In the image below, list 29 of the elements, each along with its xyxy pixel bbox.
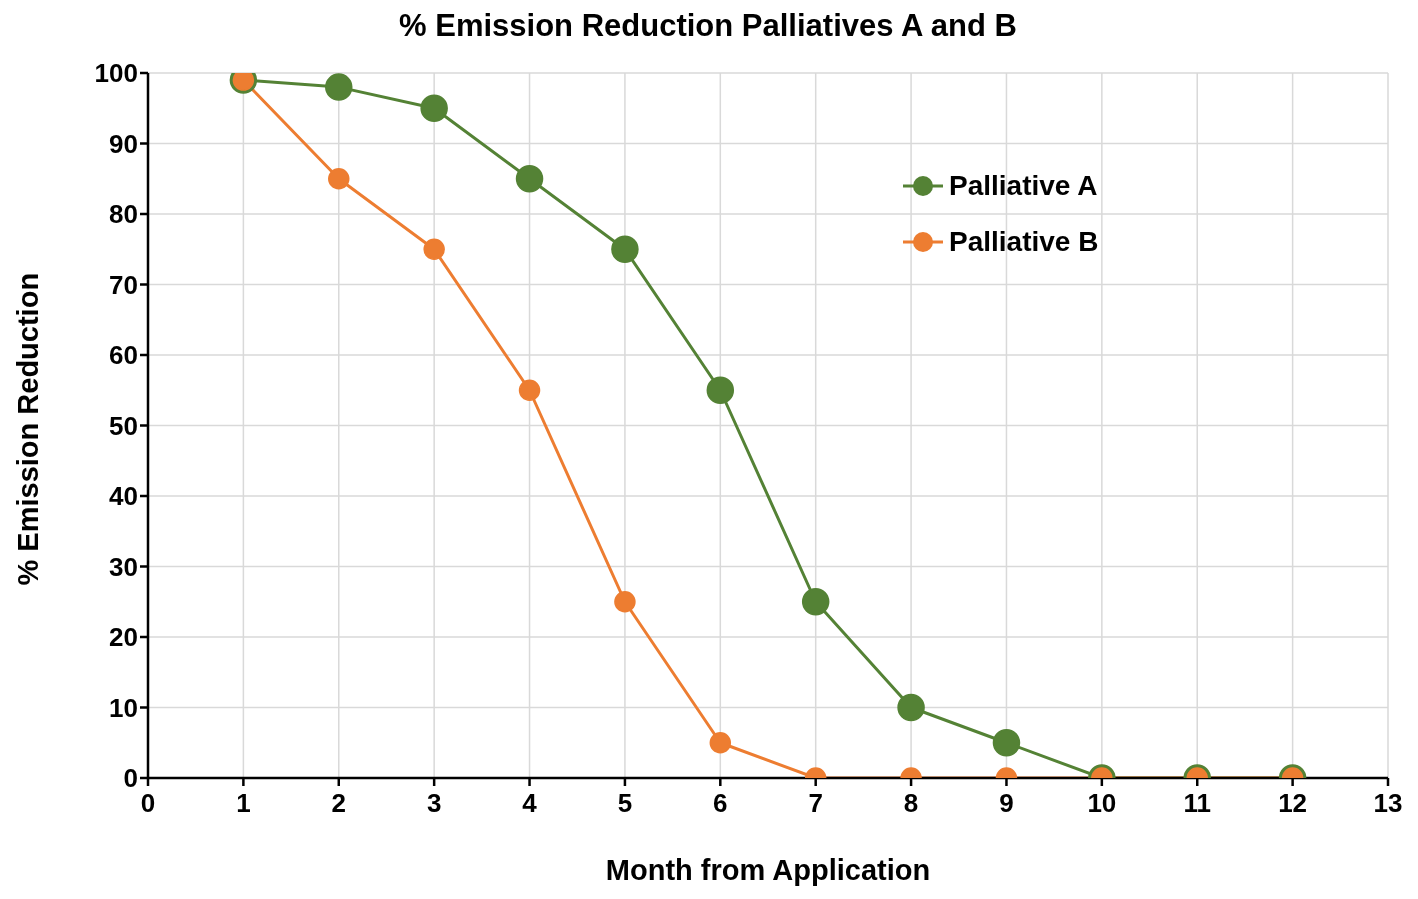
x-tick-label: 4 <box>522 788 538 819</box>
y-tick-label: 90 <box>109 128 138 159</box>
chart-title: % Emission Reduction Palliatives A and B <box>398 8 1018 45</box>
x-tick-label: 8 <box>903 788 919 819</box>
y-tick-label: 100 <box>94 58 138 89</box>
y-tick-label: 80 <box>109 199 138 230</box>
y-tick-label: 70 <box>109 269 138 300</box>
y-tick-label: 30 <box>109 551 138 582</box>
x-tick-label: 1 <box>236 788 251 819</box>
y-tick-label: 20 <box>109 622 138 653</box>
y-tick-label: 40 <box>109 481 138 512</box>
x-tick-label: 2 <box>331 788 346 819</box>
x-tick-label: 9 <box>999 788 1014 819</box>
x-tick-label: 3 <box>426 788 442 819</box>
y-tick-label: 50 <box>109 410 138 441</box>
x-tick-label: 12 <box>1278 788 1308 819</box>
x-axis-title: Month from Application <box>605 854 931 886</box>
x-tick-label: 10 <box>1087 788 1117 819</box>
legend-label: Palliative B <box>949 225 1099 259</box>
y-axis-title: % Emission Reduction <box>12 272 45 586</box>
x-tick-label: 13 <box>1373 788 1403 819</box>
x-tick-label: 11 <box>1183 788 1211 819</box>
y-tick-label: 60 <box>109 340 138 371</box>
x-tick-label: 6 <box>713 788 728 819</box>
y-tick-label: 0 <box>123 763 138 794</box>
x-tick-label: 7 <box>808 788 823 819</box>
x-tick-label: 5 <box>617 788 633 819</box>
legend-label: Palliative A <box>949 169 1098 203</box>
y-tick-label: 10 <box>109 692 138 723</box>
